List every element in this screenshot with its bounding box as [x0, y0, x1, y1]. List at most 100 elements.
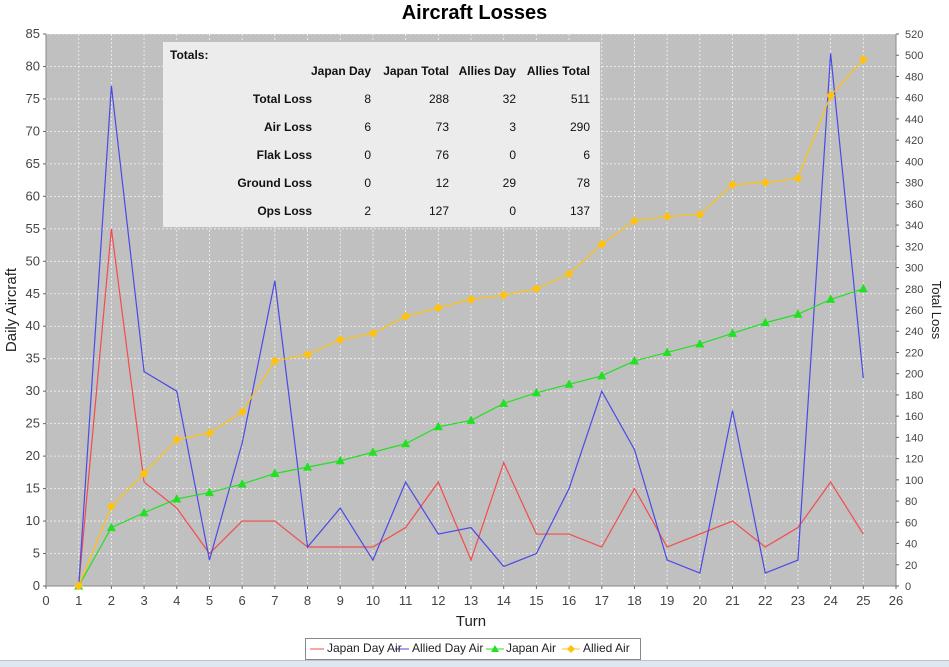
- y-tick-label: 85: [26, 26, 40, 41]
- y-tick-label: 45: [26, 286, 40, 301]
- y2-tick-label: 460: [905, 93, 923, 105]
- y2-tick-label: 140: [905, 432, 923, 444]
- data-point-allied-air: [728, 180, 738, 190]
- x-tick-label: 6: [239, 593, 246, 608]
- totals-cell: 29: [502, 176, 516, 190]
- data-point-allied-air: [335, 335, 345, 345]
- totals-cell: 8: [364, 92, 371, 106]
- totals-table: Totals: Japan Day Japan Total Allies Day…: [163, 42, 600, 227]
- y2-tick-label: 380: [905, 178, 923, 190]
- y-tick-label: 20: [26, 448, 40, 463]
- y-tick-label: 30: [26, 383, 40, 398]
- data-point-japan-air: [433, 421, 443, 431]
- legend-label-japan-air: Japan Air: [506, 641, 557, 655]
- data-point-japan-air: [826, 294, 836, 303]
- x-tick-label: 17: [595, 593, 609, 608]
- data-point-japan-air: [368, 447, 378, 456]
- totals-col-allies-total: Allies Total: [526, 64, 590, 78]
- x-tick-label: 7: [271, 593, 278, 608]
- x-tick-label: 25: [856, 593, 870, 608]
- x-tick-label: 8: [304, 593, 311, 608]
- data-point-allied-air: [760, 178, 770, 188]
- data-point-allied-air: [858, 54, 868, 64]
- data-point-japan-air: [303, 462, 313, 471]
- y2-tick-label: 160: [905, 411, 923, 423]
- data-point-allied-air: [597, 239, 607, 249]
- data-point-allied-air: [368, 328, 378, 338]
- totals-cell: 0: [364, 176, 371, 190]
- y-tick-label: 15: [26, 481, 40, 496]
- data-point-allied-air: [204, 428, 214, 438]
- totals-heading: Totals:: [170, 48, 209, 62]
- totals-cell: 3: [509, 120, 516, 134]
- data-point-allied-air: [172, 435, 182, 445]
- totals-cell: 76: [435, 148, 449, 162]
- totals-row-label: Air Loss: [263, 120, 312, 134]
- totals-col-allies-day: Allies Day: [458, 64, 516, 78]
- y-tick-label: 75: [26, 91, 40, 106]
- x-tick-label: 23: [791, 593, 805, 608]
- data-point-japan-air: [695, 338, 705, 348]
- data-point-japan-air: [237, 479, 247, 488]
- data-point-allied-air: [826, 91, 836, 101]
- y2-tick-label: 180: [905, 390, 923, 402]
- y2-tick-label: 320: [905, 241, 923, 253]
- y2-tick-label: 200: [905, 369, 923, 381]
- legend-label-allied-day-air: Allied Day Air: [412, 641, 484, 655]
- data-point-japan-air: [270, 468, 280, 477]
- totals-cell: 0: [364, 148, 371, 162]
- x-tick-label: 16: [562, 593, 576, 608]
- totals-col-japan-total: Japan Total: [383, 64, 449, 78]
- x-tick-label: 21: [725, 593, 739, 608]
- y2-tick-label: 80: [905, 496, 917, 508]
- legend-marker-diamond: [567, 645, 575, 653]
- totals-col-japan-day: Japan Day: [310, 64, 371, 78]
- totals-cell: 0: [509, 148, 516, 162]
- y-tick-label: 5: [33, 546, 40, 561]
- x-tick-label: 26: [889, 593, 903, 608]
- y2-tick-label: 440: [905, 114, 923, 126]
- data-point-allied-air: [629, 216, 639, 226]
- x-tick-label: 11: [399, 593, 413, 608]
- x-tick-label: 2: [108, 593, 115, 608]
- y2-tick-label: 120: [905, 454, 923, 466]
- window-bottom-edge: [0, 660, 949, 667]
- totals-cell: 6: [583, 148, 590, 162]
- data-point-allied-air: [793, 173, 803, 183]
- y2-tick-label: 220: [905, 347, 923, 359]
- data-point-japan-air: [597, 370, 607, 380]
- y2-tick-label: 300: [905, 263, 923, 275]
- totals-cell: 290: [569, 120, 590, 134]
- x-tick-label: 5: [206, 593, 213, 608]
- data-point-japan-air: [662, 347, 672, 356]
- y2-tick-label: 240: [905, 326, 923, 338]
- data-point-allied-air: [237, 407, 247, 417]
- totals-cell: 2: [364, 204, 371, 218]
- y2-tick-label: 40: [905, 539, 917, 551]
- data-point-allied-air: [433, 303, 443, 313]
- data-point-allied-air: [139, 468, 149, 478]
- x-tick-label: 9: [337, 593, 344, 608]
- x-tick-label: 15: [529, 593, 543, 608]
- y2-tick-label: 60: [905, 517, 917, 529]
- y-tick-label: 50: [26, 253, 40, 268]
- data-point-japan-air: [728, 328, 738, 337]
- y2-tick-label: 520: [905, 29, 923, 41]
- totals-cell: 511: [570, 92, 590, 106]
- totals-cell: 137: [569, 204, 590, 218]
- y-tick-label: 80: [26, 58, 40, 73]
- data-point-allied-air: [662, 212, 672, 222]
- legend-label-japan-day-air: Japan Day Air: [327, 641, 402, 655]
- y-axis-label: Daily Aircraft: [3, 267, 20, 352]
- x-tick-label: 1: [75, 593, 82, 608]
- data-point-allied-air: [499, 290, 509, 300]
- x-tick-label: 20: [693, 593, 707, 608]
- x-tick-label: 13: [464, 593, 478, 608]
- data-point-allied-air: [74, 581, 84, 591]
- y2-tick-label: 20: [905, 560, 917, 572]
- x-tick-label: 10: [366, 593, 380, 608]
- data-point-japan-air: [793, 309, 803, 318]
- data-point-japan-air: [629, 355, 639, 365]
- x-tick-label: 14: [496, 593, 510, 608]
